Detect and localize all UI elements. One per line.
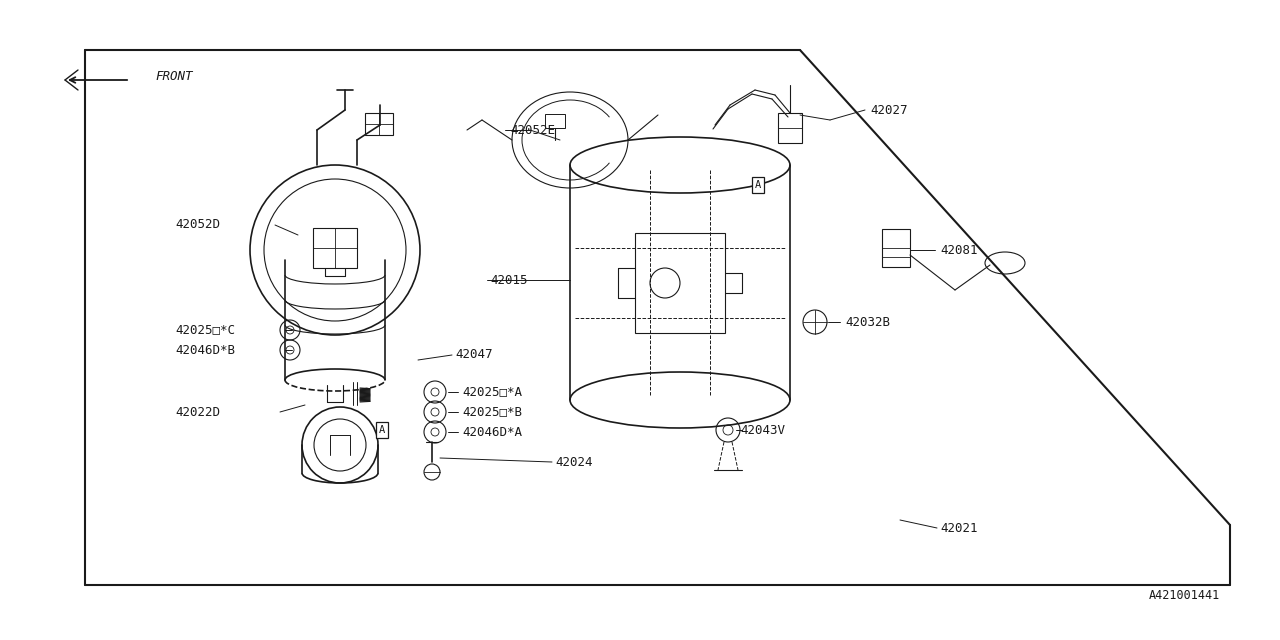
Text: 42032B: 42032B — [845, 316, 890, 328]
Text: 42052E: 42052E — [509, 124, 556, 136]
Text: 42015: 42015 — [490, 273, 527, 287]
Text: 42024: 42024 — [556, 456, 593, 468]
Text: 42021: 42021 — [940, 522, 978, 534]
Text: 42043V: 42043V — [740, 424, 785, 436]
Text: 42022D: 42022D — [175, 406, 220, 419]
Text: 42025□*A: 42025□*A — [462, 385, 522, 399]
Text: 42081: 42081 — [940, 243, 978, 257]
Text: FRONT: FRONT — [155, 70, 192, 83]
Text: 42047: 42047 — [454, 349, 493, 362]
Text: 42046D*B: 42046D*B — [175, 344, 236, 356]
Text: A: A — [755, 180, 762, 190]
Text: 42025□*B: 42025□*B — [462, 406, 522, 419]
Text: 42052D: 42052D — [175, 218, 220, 232]
Text: 42025□*C: 42025□*C — [175, 323, 236, 337]
Text: 42027: 42027 — [870, 104, 908, 116]
Text: 42046D*A: 42046D*A — [462, 426, 522, 438]
Text: A421001441: A421001441 — [1148, 589, 1220, 602]
Text: A: A — [379, 425, 385, 435]
